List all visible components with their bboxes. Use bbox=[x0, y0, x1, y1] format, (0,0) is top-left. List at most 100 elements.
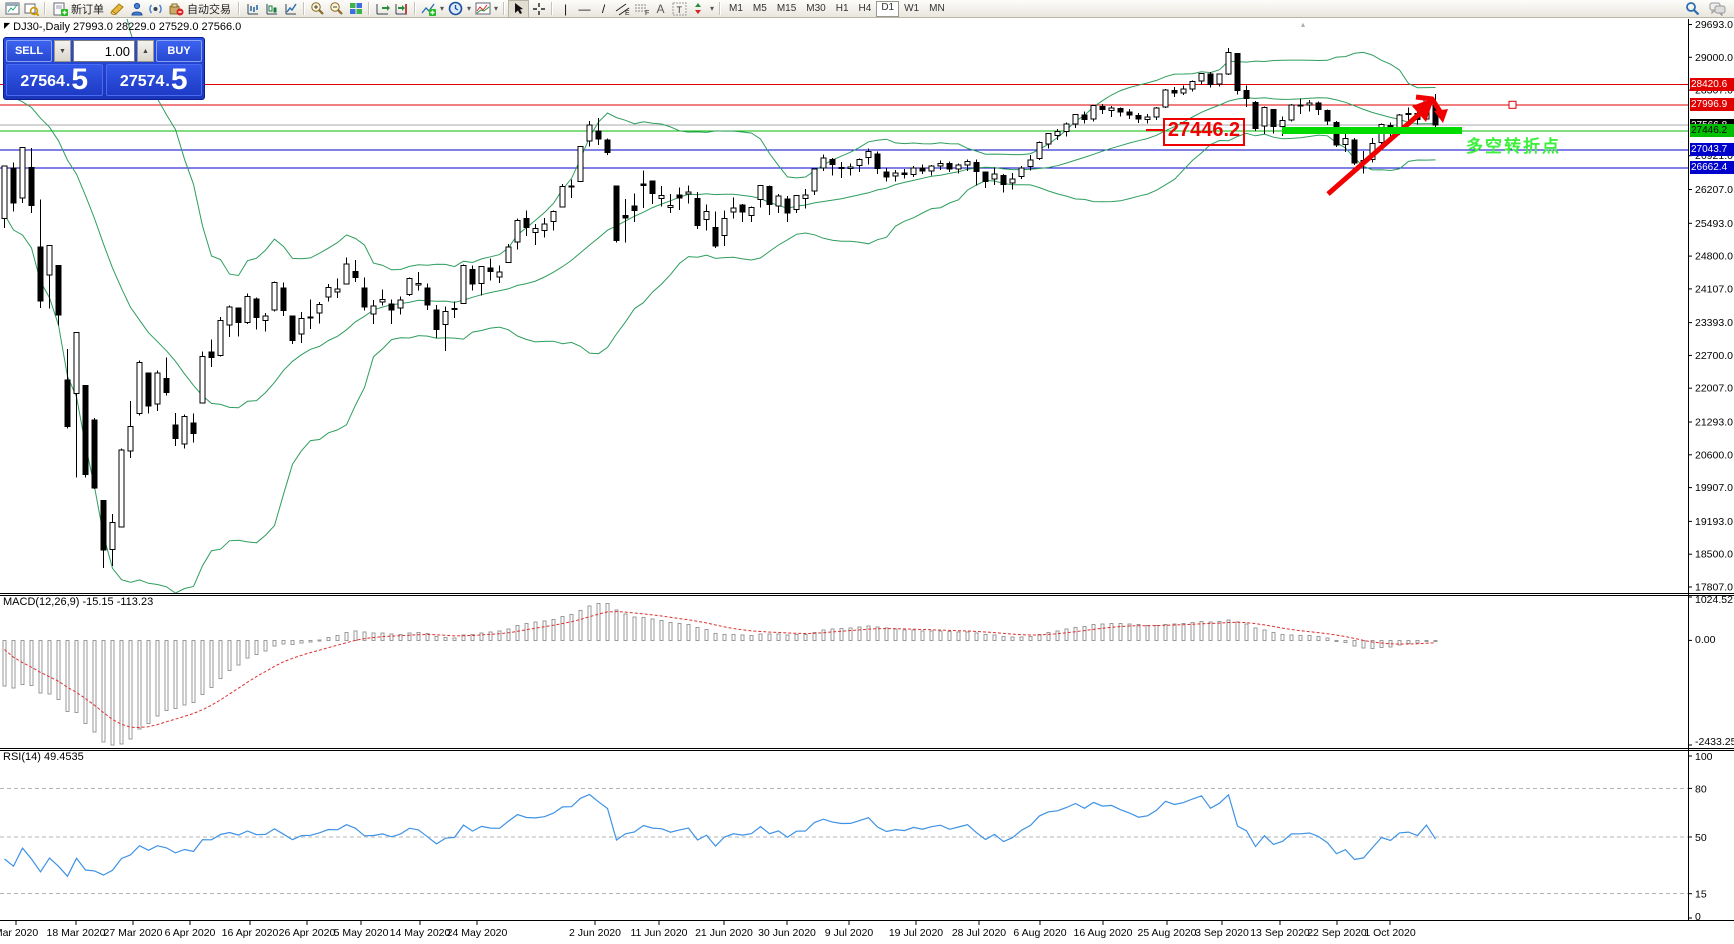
zoom-out-icon[interactable] bbox=[327, 1, 346, 17]
chat-icon[interactable] bbox=[1708, 1, 1727, 17]
svg-text:2 Jun 2020: 2 Jun 2020 bbox=[569, 927, 621, 939]
cursor-icon[interactable] bbox=[508, 0, 529, 18]
timeframe-M30[interactable]: M30 bbox=[806, 2, 826, 14]
timeframe-MN[interactable]: MN bbox=[929, 2, 945, 14]
timeframe-H4[interactable]: H4 bbox=[858, 2, 872, 14]
svg-text:1 Oct 2020: 1 Oct 2020 bbox=[1364, 927, 1416, 939]
text-label-icon[interactable]: T bbox=[670, 1, 689, 17]
indicators-icon[interactable] bbox=[419, 1, 438, 17]
buy-price[interactable]: 27574. 5 bbox=[105, 64, 202, 96]
market-icon[interactable] bbox=[108, 1, 127, 17]
new-order-button[interactable]: 新订单 bbox=[49, 1, 108, 17]
timeframe-H1[interactable]: H1 bbox=[835, 2, 849, 14]
community-icon[interactable] bbox=[127, 1, 146, 17]
timeframe-D1[interactable]: D1 bbox=[876, 0, 900, 17]
timeframe-M5[interactable]: M5 bbox=[752, 2, 767, 14]
autotrade-label: 自动交易 bbox=[187, 3, 231, 16]
indicators-caret[interactable]: ▾ bbox=[439, 4, 444, 13]
svg-text:11 Jun 2020: 11 Jun 2020 bbox=[630, 927, 687, 939]
price-badge: 27043.7 bbox=[1690, 143, 1734, 157]
autoscroll-icon[interactable] bbox=[373, 1, 392, 17]
svg-text:6 Apr 2020: 6 Apr 2020 bbox=[165, 927, 216, 939]
svg-text:-2433.25: -2433.25 bbox=[1695, 736, 1734, 748]
profiles-icon[interactable] bbox=[22, 1, 41, 17]
timeframe-bar: M1 M5 M15 M30 H1 H4 D1 W1 MN bbox=[724, 0, 950, 17]
rsi-label: RSI(14) 49.4535 bbox=[3, 751, 84, 763]
ask-main: 27574 bbox=[119, 73, 165, 90]
svg-text:27 Mar 2020: 27 Mar 2020 bbox=[104, 927, 163, 939]
fibonacci-icon[interactable]: F bbox=[632, 1, 651, 17]
autotrade-button[interactable]: 自动交易 bbox=[165, 1, 235, 17]
svg-text:23393.0: 23393.0 bbox=[1695, 317, 1733, 329]
bid-sep: . bbox=[65, 73, 71, 90]
svg-text:24 May 2020: 24 May 2020 bbox=[447, 927, 508, 939]
svg-text:19193.0: 19193.0 bbox=[1695, 516, 1733, 528]
periods-clock-icon[interactable] bbox=[446, 1, 465, 17]
level-callout-box[interactable]: 27446.2 bbox=[1163, 118, 1245, 146]
svg-text:13 Sep 2020: 13 Sep 2020 bbox=[1250, 927, 1310, 939]
svg-text:16 Aug 2020: 16 Aug 2020 bbox=[1074, 927, 1133, 939]
horizontal-line-icon[interactable]: — bbox=[578, 1, 591, 16]
bid-main: 27564 bbox=[20, 73, 65, 90]
svg-text:15: 15 bbox=[1695, 889, 1707, 901]
volume-down-button[interactable]: ▼ bbox=[54, 40, 71, 62]
toolbar-separator bbox=[368, 2, 370, 15]
zoom-in-icon[interactable] bbox=[308, 1, 327, 17]
new-chart-icon[interactable] bbox=[3, 1, 22, 17]
templates-icon[interactable] bbox=[473, 1, 492, 17]
periods-caret[interactable]: ▾ bbox=[466, 4, 471, 13]
candles-chart-icon[interactable] bbox=[262, 1, 281, 17]
svg-text:21293.0: 21293.0 bbox=[1695, 417, 1733, 429]
price-badge: 27446.2 bbox=[1690, 124, 1734, 138]
timeframe-M15[interactable]: M15 bbox=[776, 2, 797, 14]
channel-icon[interactable]: E bbox=[613, 1, 632, 17]
search-icon[interactable] bbox=[1683, 1, 1702, 17]
chart-title-text: DJ30-,Daily 27993.0 28229.0 27529.0 2756… bbox=[13, 21, 242, 33]
price-badge: 27996.9 bbox=[1690, 98, 1734, 112]
trend-arrows bbox=[1146, 94, 1448, 196]
volume-input[interactable] bbox=[73, 40, 135, 62]
text-icon[interactable]: A bbox=[656, 1, 665, 16]
svg-text:5 May 2020: 5 May 2020 bbox=[334, 927, 389, 939]
sell-button[interactable]: SELL bbox=[6, 40, 52, 62]
buy-button[interactable]: BUY bbox=[156, 40, 202, 62]
bars-chart-icon[interactable] bbox=[243, 1, 262, 17]
svg-text:3 Sep 2020: 3 Sep 2020 bbox=[1195, 927, 1249, 939]
timeframe-W1[interactable]: W1 bbox=[904, 2, 920, 14]
templates-caret[interactable]: ▾ bbox=[493, 4, 498, 13]
line-chart-icon[interactable] bbox=[281, 1, 300, 17]
svg-text:20600.0: 20600.0 bbox=[1695, 449, 1733, 461]
svg-text:T: T bbox=[677, 5, 683, 15]
svg-text:24800.0: 24800.0 bbox=[1695, 251, 1733, 263]
crosshair-icon[interactable] bbox=[529, 1, 548, 17]
signals-icon[interactable] bbox=[146, 1, 165, 17]
toolbar-separator bbox=[719, 2, 721, 15]
svg-text:1024.52: 1024.52 bbox=[1695, 594, 1733, 606]
sell-price[interactable]: 27564. 5 bbox=[6, 64, 103, 96]
cn-annotation-text[interactable]: 多空转折点 bbox=[1466, 137, 1561, 156]
macd-histogram bbox=[2, 602, 1438, 746]
arrows-caret[interactable]: ▾ bbox=[709, 4, 714, 13]
macd-axis-labels: 1024.52 0.00 -2433.25 bbox=[1688, 594, 1734, 748]
tile-windows-icon[interactable] bbox=[346, 1, 365, 17]
svg-text:6 Aug 2020: 6 Aug 2020 bbox=[1013, 927, 1066, 939]
hline-handle bbox=[1508, 100, 1517, 109]
trendline-icon[interactable]: / bbox=[601, 1, 606, 16]
support-zone-bar[interactable] bbox=[1282, 127, 1462, 134]
arrows-tool-icon[interactable] bbox=[689, 1, 708, 17]
svg-text:26207.0: 26207.0 bbox=[1695, 184, 1733, 196]
oneclick-collapse-icon[interactable]: ◤ bbox=[4, 21, 11, 30]
volume-up-button[interactable]: ▲ bbox=[137, 40, 154, 62]
timeframe-M1[interactable]: M1 bbox=[729, 2, 743, 14]
chart-shift-icon[interactable] bbox=[392, 1, 411, 17]
price-badge: 28420.6 bbox=[1690, 78, 1734, 92]
rsi-levels bbox=[0, 787, 1688, 895]
vertical-line-icon[interactable]: | bbox=[563, 1, 568, 16]
svg-text:24107.0: 24107.0 bbox=[1695, 283, 1733, 295]
svg-text:Mar 2020: Mar 2020 bbox=[0, 927, 38, 939]
toolbar-separator bbox=[503, 2, 505, 15]
panel-separators bbox=[0, 19, 1734, 921]
toolbar: 新订单 自动交易 ▾ ▾ ▾ | — / E F A bbox=[0, 0, 1734, 18]
